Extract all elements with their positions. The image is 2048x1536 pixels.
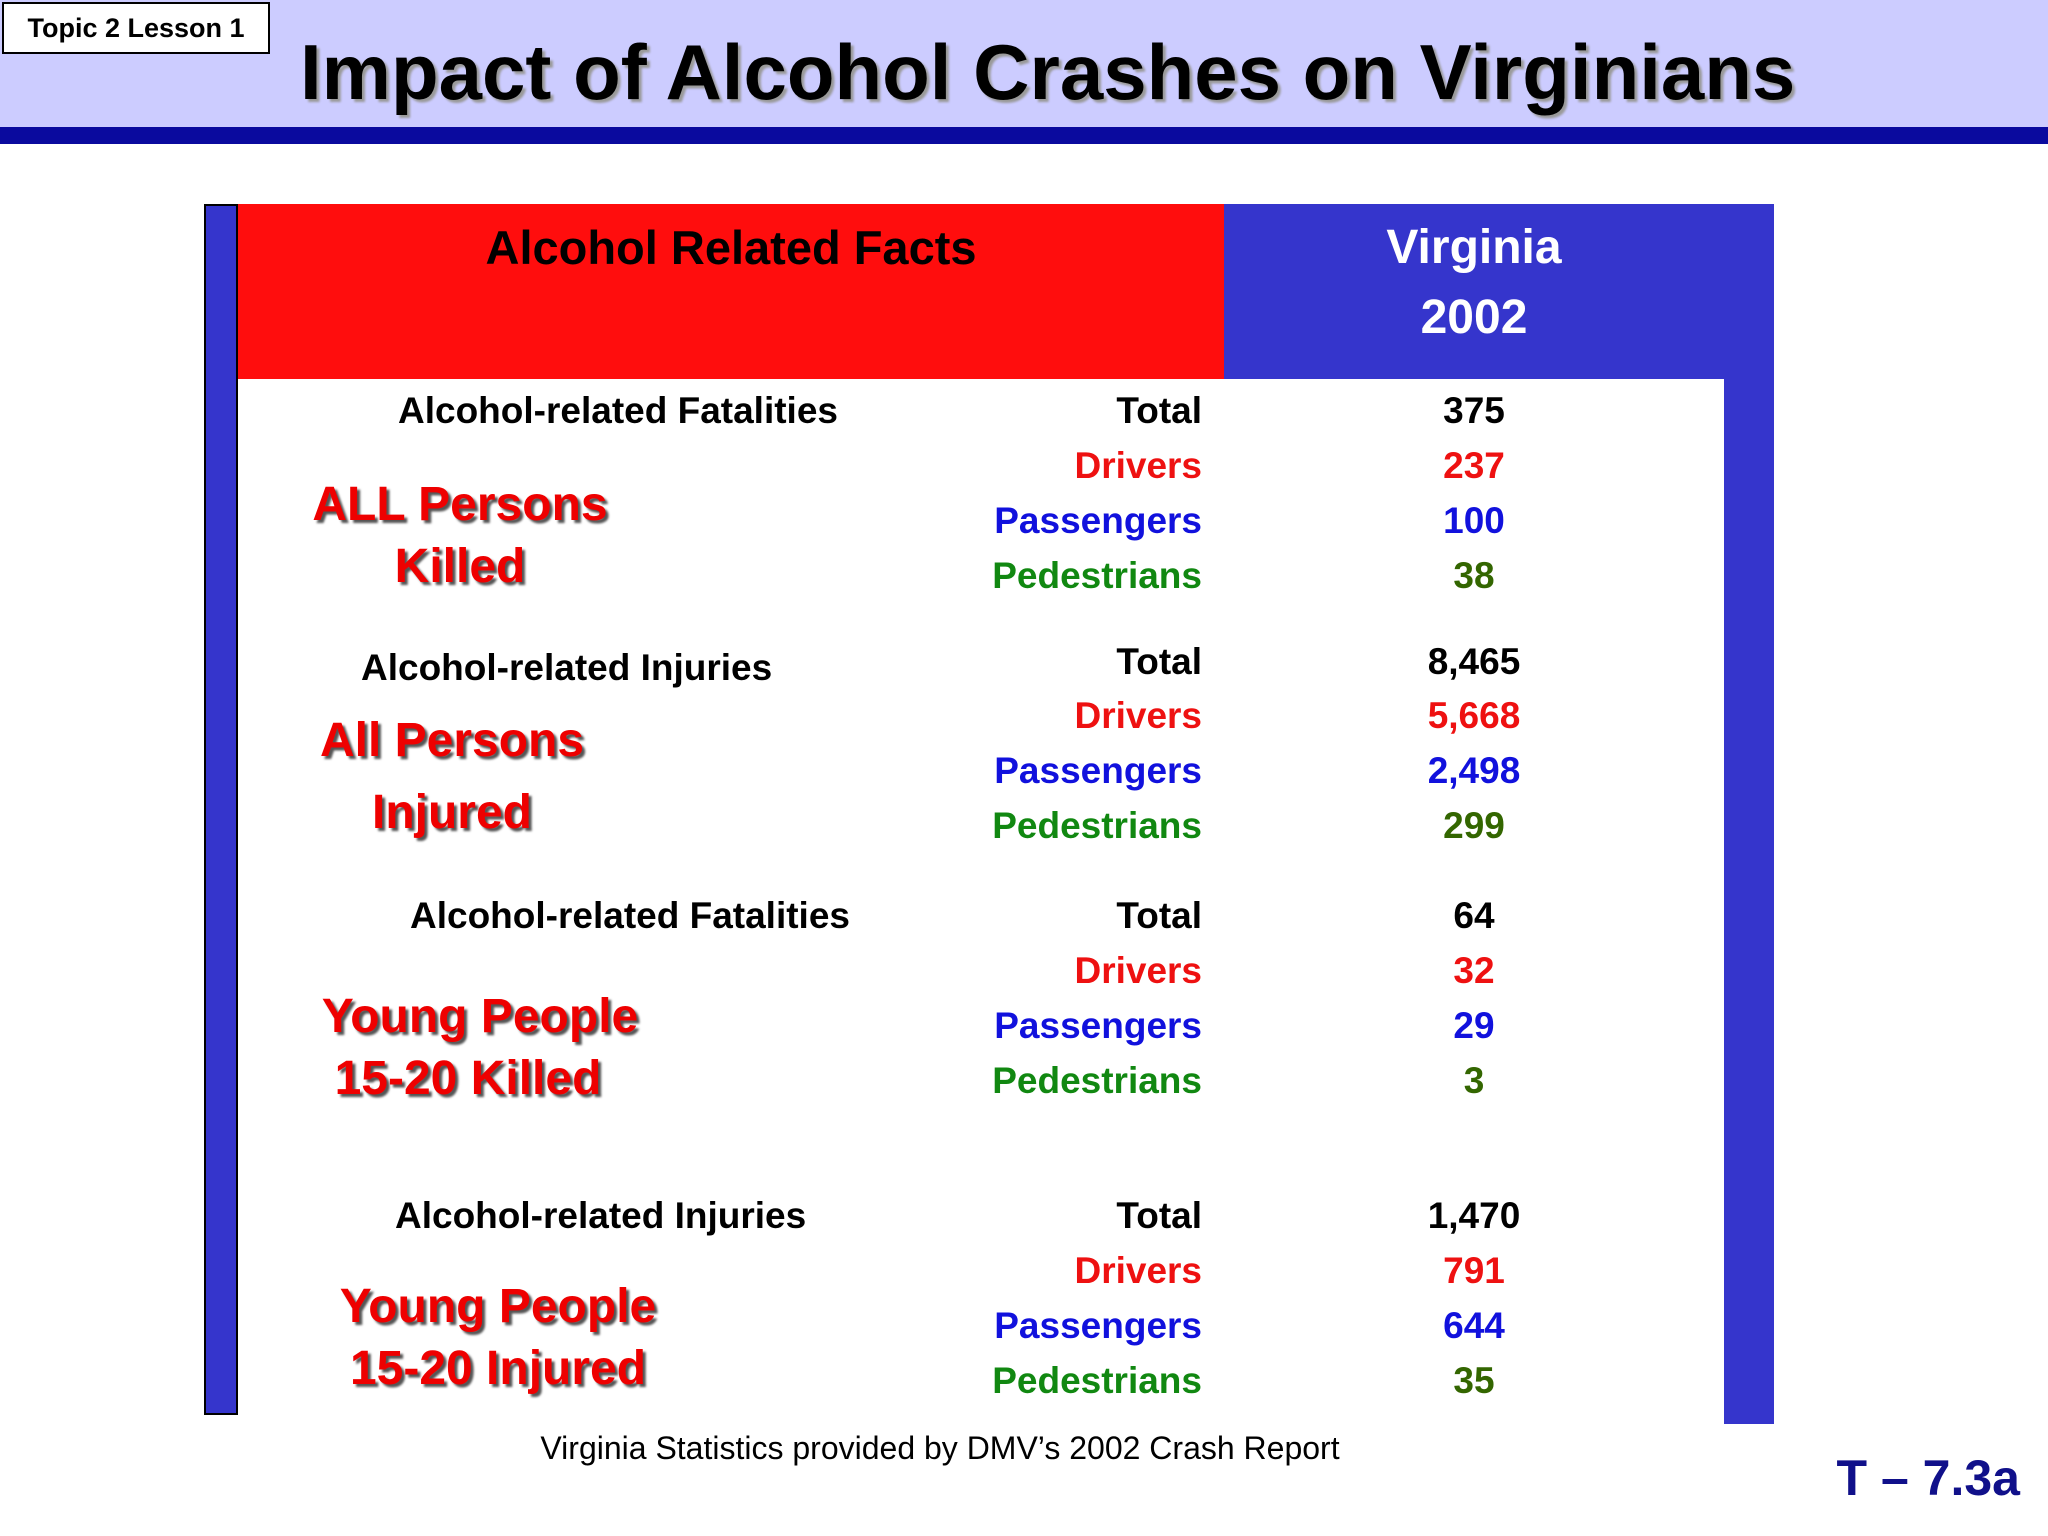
row-value-pedestrians: 3 xyxy=(1463,1060,1485,1101)
row-label-drivers: Drivers xyxy=(1074,1250,1202,1291)
row-label-pedestrians: Pedestrians xyxy=(992,1360,1202,1401)
slide-id: T – 7.3a xyxy=(1836,1450,2020,1506)
page-title: Impact of Alcohol Crashes on Virginians xyxy=(300,28,1796,116)
header-rule xyxy=(0,127,2048,144)
row-label-pedestrians: Pedestrians xyxy=(992,805,1202,846)
section-label-line2: 15-20 Killed xyxy=(334,1052,602,1105)
row-label-total: Total xyxy=(1116,641,1202,682)
source-footnote: Virginia Statistics provided by DMV’s 20… xyxy=(540,1430,1340,1466)
table-header-virginia: Virginia 2002 xyxy=(1224,204,1724,379)
section-label-line1: All Persons xyxy=(319,714,585,767)
section-category: Alcohol-related Fatalities xyxy=(398,390,838,431)
row-value-passengers: 100 xyxy=(1443,500,1505,541)
row-value-passengers: 29 xyxy=(1453,1005,1495,1046)
row-value-total: 375 xyxy=(1443,390,1505,431)
section-label-line2: Killed xyxy=(394,540,526,593)
section-category: Alcohol-related Injuries xyxy=(395,1195,807,1236)
row-label-total: Total xyxy=(1116,895,1202,936)
row-label-drivers: Drivers xyxy=(1074,695,1202,736)
row-value-total: 1,470 xyxy=(1427,1195,1521,1236)
row-value-pedestrians: 38 xyxy=(1453,555,1495,596)
table-header-facts-label: Alcohol Related Facts xyxy=(485,221,977,274)
header-band xyxy=(0,0,2048,127)
row-value-pedestrians: 35 xyxy=(1453,1360,1495,1401)
section-label-line1: Young People xyxy=(339,1280,657,1333)
table-left-bar xyxy=(204,204,238,1415)
section-category: Alcohol-related Injuries xyxy=(361,647,773,688)
row-label-pedestrians: Pedestrians xyxy=(992,555,1202,596)
section-category: Alcohol-related Fatalities xyxy=(410,895,850,936)
section-label-line1: ALL Persons xyxy=(312,478,608,531)
table-right-bar xyxy=(1724,204,1774,1424)
row-value-drivers: 237 xyxy=(1443,445,1505,486)
lesson-tag: Topic 2 Lesson 1 xyxy=(2,2,270,54)
section-label-line2: Injured xyxy=(371,786,532,839)
row-label-total: Total xyxy=(1116,390,1202,431)
row-label-passengers: Passengers xyxy=(994,500,1202,541)
row-label-pedestrians: Pedestrians xyxy=(992,1060,1202,1101)
section-label-line1: Young People xyxy=(321,990,639,1043)
row-value-pedestrians: 299 xyxy=(1443,805,1505,846)
row-value-drivers: 791 xyxy=(1443,1250,1505,1291)
row-label-total: Total xyxy=(1116,1195,1202,1236)
row-value-drivers: 32 xyxy=(1453,950,1495,991)
row-value-total: 8,465 xyxy=(1427,641,1521,682)
row-value-passengers: 2,498 xyxy=(1427,750,1521,791)
row-label-passengers: Passengers xyxy=(994,1305,1202,1346)
row-label-drivers: Drivers xyxy=(1074,445,1202,486)
section-label-line2: 15-20 Injured xyxy=(349,1342,647,1395)
table-header-year: 2002 xyxy=(1420,291,1528,344)
row-value-total: 64 xyxy=(1453,895,1495,936)
table-header-state: Virginia xyxy=(1386,221,1562,274)
row-value-passengers: 644 xyxy=(1443,1305,1505,1346)
table-header-facts: Alcohol Related Facts xyxy=(238,204,1224,379)
row-label-drivers: Drivers xyxy=(1074,950,1202,991)
row-label-passengers: Passengers xyxy=(994,750,1202,791)
row-label-passengers: Passengers xyxy=(994,1005,1202,1046)
row-value-drivers: 5,668 xyxy=(1427,695,1521,736)
